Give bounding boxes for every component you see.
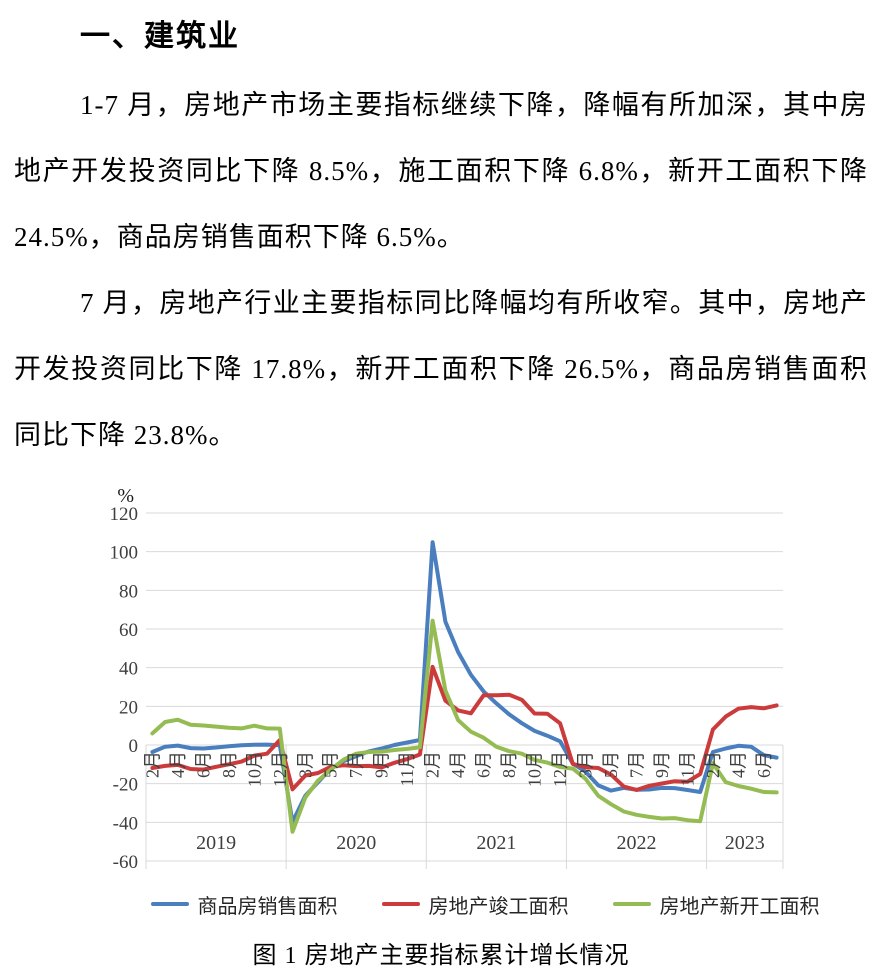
svg-text:3月: 3月 (295, 751, 315, 778)
svg-text:2020: 2020 (336, 832, 376, 854)
svg-text:2023: 2023 (725, 832, 765, 854)
series-line-1 (150, 664, 779, 792)
svg-text:9月: 9月 (372, 751, 392, 778)
line-chart: -60 -40 -20 0 20 40 60 80 100 120% 2019 2020 2021 202… (110, 485, 784, 873)
svg-text:8月: 8月 (499, 751, 519, 778)
svg-text:4月: 4月 (448, 751, 468, 778)
svg-text:11月: 11月 (397, 751, 417, 786)
svg-text:2021: 2021 (476, 832, 516, 854)
svg-text:-60: -60 (113, 852, 138, 873)
series-line-2 (150, 618, 779, 834)
svg-text:11月: 11月 (678, 751, 698, 786)
legend-line-swatch (381, 902, 420, 906)
svg-text:6月: 6月 (754, 751, 774, 778)
svg-text:2月: 2月 (142, 751, 162, 778)
svg-text:7月: 7月 (627, 751, 647, 778)
svg-text:-20: -20 (113, 774, 138, 795)
svg-text:5月: 5月 (601, 751, 621, 778)
svg-text:2月: 2月 (423, 751, 443, 778)
svg-text:10月: 10月 (244, 751, 264, 787)
gridlines (146, 512, 783, 861)
svg-text:40: 40 (119, 658, 138, 679)
x-axis-labels: 2月 4月 6月 8月 10月 12月 3月 5月 7月 9月 11月 2月 4月 6月 8月 10月 12月 3… (142, 751, 774, 787)
legend-item-0: 商品房销售面积 (150, 890, 338, 919)
svg-text:8月: 8月 (219, 751, 239, 778)
legend-line-swatch (612, 902, 651, 906)
svg-text:9月: 9月 (652, 751, 672, 778)
section-heading: 一、建筑业 (80, 19, 240, 54)
page: { "document": { "heading": "一、建筑业", "par… (14, 19, 867, 969)
figure-caption: 图 1 房地产主要指标累计增长情况 (252, 942, 630, 969)
svg-text:2019: 2019 (196, 832, 236, 854)
legend-label: 商品房销售面积 (197, 895, 338, 918)
svg-text:20: 20 (119, 697, 138, 718)
svg-text:3月: 3月 (576, 751, 596, 778)
svg-text:6月: 6月 (474, 751, 494, 778)
svg-text:4月: 4月 (728, 751, 748, 778)
legend-label: 房地产竣工面积 (428, 895, 569, 918)
chart-legend: 商品房销售面积 房地产竣工面积 房地产新开工面积 (88, 890, 882, 919)
svg-text:0: 0 (129, 736, 139, 757)
series-lines (150, 539, 779, 834)
legend-item-1: 房地产竣工面积 (381, 890, 569, 919)
legend-item-2: 房地产新开工面积 (612, 890, 820, 919)
paragraph-1: 1-7 月，房地产市场主要指标继续下降，降幅有所加深，其中房地产开发投资同比下降… (14, 89, 868, 252)
svg-text:12月: 12月 (550, 751, 570, 787)
legend-label: 房地产新开工面积 (659, 895, 820, 918)
svg-text:10月: 10月 (525, 751, 545, 787)
unit-label: % (117, 485, 134, 507)
legend-line-swatch (150, 902, 189, 906)
year-bands: 2019 2020 2021 2022 2023 (145, 744, 784, 869)
svg-text:2月: 2月 (703, 751, 723, 778)
figure-chart: -60 -40 -20 0 20 40 60 80 100 120% 2019 2020 2021 202… (88, 478, 882, 919)
series-line-0 (150, 539, 779, 824)
svg-text:5月: 5月 (321, 751, 341, 778)
paragraph-2: 7 月，房地产行业主要指标同比降幅均有所收窄。其中，房地产开发投资同比下降 17… (14, 287, 868, 450)
svg-text:100: 100 (110, 542, 139, 563)
svg-text:80: 80 (119, 581, 138, 602)
svg-text:6月: 6月 (193, 751, 213, 778)
y-axis-labels: -60 -40 -20 0 20 40 60 80 100 120 (110, 504, 139, 873)
svg-text:12月: 12月 (270, 751, 290, 787)
svg-text:120: 120 (110, 504, 139, 525)
svg-text:4月: 4月 (168, 751, 188, 778)
svg-text:2022: 2022 (616, 832, 656, 854)
svg-text:60: 60 (119, 620, 138, 641)
svg-text:-40: -40 (113, 813, 138, 834)
svg-text:7月: 7月 (346, 751, 366, 778)
